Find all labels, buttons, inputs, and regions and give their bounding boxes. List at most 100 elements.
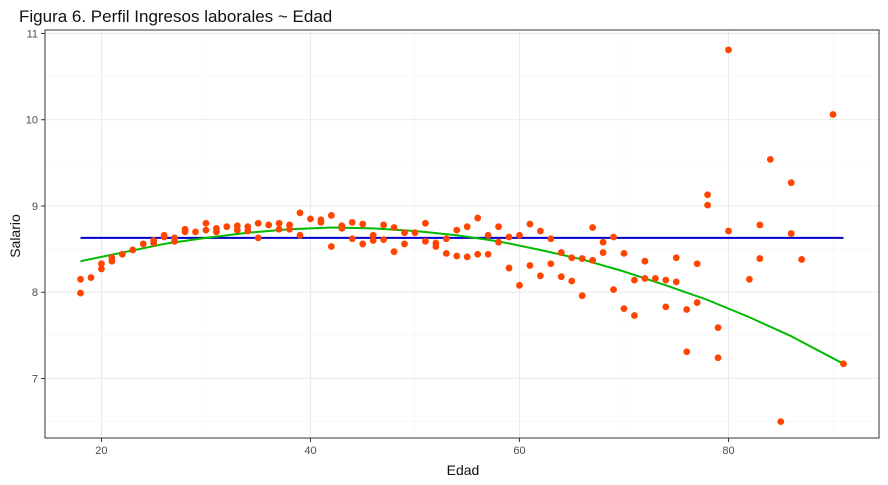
data-point: [453, 226, 461, 234]
data-point: [129, 246, 137, 254]
data-point: [160, 231, 168, 239]
data-point: [77, 275, 84, 283]
grid: [45, 30, 879, 438]
panel-border: [44, 29, 880, 439]
data-point: [390, 248, 398, 256]
data-point: [223, 223, 231, 231]
points-layer: [77, 46, 847, 426]
data-point: [296, 231, 304, 239]
x-tick-label: 20: [95, 445, 107, 457]
data-point: [599, 238, 607, 246]
data-point: [296, 209, 304, 217]
data-point: [589, 256, 597, 264]
x-tick-label: 40: [304, 445, 316, 457]
data-point: [693, 299, 701, 306]
data-point: [495, 238, 502, 246]
data-point: [463, 253, 471, 261]
data-point: [401, 229, 408, 237]
data-point: [202, 226, 210, 234]
data-point: [798, 256, 806, 263]
data-point: [683, 306, 691, 313]
axis-ticks: 20 40 60 80 7 8 9 10 11: [26, 28, 735, 457]
data-point: [98, 260, 105, 268]
data-point: [787, 179, 795, 187]
data-point: [610, 233, 617, 241]
data-point: [829, 111, 837, 118]
data-point: [610, 286, 617, 294]
data-point: [631, 276, 638, 284]
y-tick-label: 9: [32, 201, 38, 213]
data-point: [641, 257, 649, 265]
data-point: [599, 249, 607, 256]
x-tick-label: 80: [722, 445, 734, 457]
x-tick-label: 60: [513, 445, 525, 457]
data-point: [202, 219, 210, 227]
y-tick-label: 7: [32, 373, 38, 385]
data-point: [787, 230, 795, 237]
data-point: [516, 281, 523, 289]
data-point: [578, 255, 586, 262]
data-point: [840, 360, 847, 368]
data-point: [766, 155, 774, 163]
data-point: [484, 250, 492, 258]
data-point: [651, 275, 659, 282]
data-point: [756, 255, 764, 262]
data-point: [568, 254, 576, 262]
data-point: [422, 219, 429, 227]
data-point: [286, 221, 293, 229]
data-point: [442, 235, 450, 243]
data-point: [369, 237, 377, 244]
data-point: [87, 274, 95, 281]
data-point: [192, 228, 199, 236]
data-point: [578, 292, 586, 300]
data-point: [244, 227, 252, 235]
data-point: [432, 239, 440, 247]
data-point: [275, 225, 283, 233]
data-point: [683, 348, 691, 356]
data-point: [516, 231, 523, 239]
data-point: [380, 236, 388, 244]
data-point: [557, 249, 565, 256]
data-point: [725, 227, 732, 235]
data-point: [422, 237, 429, 245]
data-point: [118, 250, 126, 258]
data-point: [547, 260, 555, 268]
data-point: [463, 223, 471, 231]
data-point: [746, 275, 753, 283]
data-point: [662, 276, 670, 284]
data-point: [725, 46, 732, 54]
data-point: [505, 233, 513, 241]
data-point: [631, 312, 638, 319]
data-point: [390, 224, 398, 231]
x-axis-title: Edad: [447, 462, 480, 478]
data-point: [620, 305, 628, 313]
data-point: [495, 223, 502, 231]
data-point: [348, 235, 356, 243]
data-point: [453, 252, 461, 260]
data-point: [756, 221, 764, 229]
data-point: [474, 250, 482, 258]
data-point: [348, 218, 356, 226]
data-point: [77, 289, 84, 297]
data-point: [150, 237, 158, 244]
chart-title: Figura 6. Perfil Ingresos laborales ~ Ed…: [19, 7, 332, 26]
data-point: [641, 275, 649, 282]
data-point: [547, 235, 555, 243]
data-point: [212, 224, 220, 232]
data-point: [693, 260, 701, 268]
data-point: [369, 231, 377, 239]
data-point: [704, 201, 712, 209]
data-point: [777, 418, 785, 426]
data-point: [672, 254, 680, 262]
data-point: [338, 224, 346, 232]
data-point: [307, 215, 314, 223]
data-point: [359, 220, 367, 228]
data-point: [557, 273, 565, 281]
data-point: [327, 243, 335, 250]
y-tick-label: 10: [26, 115, 38, 127]
data-point: [380, 221, 388, 229]
data-point: [442, 250, 450, 257]
fit-curve: [80, 226, 844, 365]
data-point: [620, 250, 628, 257]
